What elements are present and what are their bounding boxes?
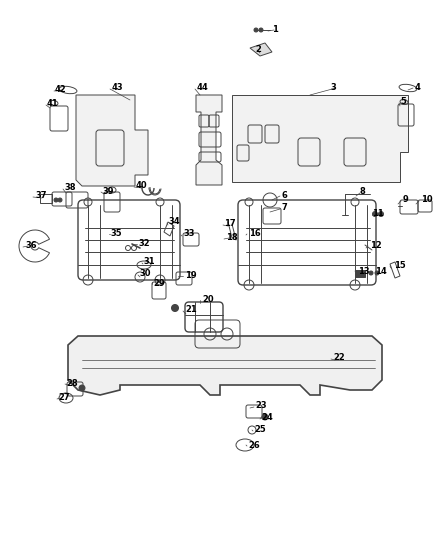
Text: 20: 20 — [202, 295, 214, 303]
Text: 10: 10 — [421, 196, 433, 205]
Polygon shape — [196, 95, 222, 185]
Text: 4: 4 — [415, 84, 421, 93]
Text: 44: 44 — [197, 84, 209, 93]
Polygon shape — [232, 95, 408, 182]
Text: 36: 36 — [25, 241, 37, 251]
Text: 38: 38 — [64, 183, 75, 192]
Text: 11: 11 — [372, 209, 384, 219]
Bar — [355, 270, 365, 277]
Text: 22: 22 — [333, 353, 345, 362]
Text: 28: 28 — [66, 378, 78, 387]
Circle shape — [262, 414, 268, 420]
Circle shape — [254, 28, 258, 32]
Text: 30: 30 — [139, 270, 151, 279]
Text: 6: 6 — [281, 190, 287, 199]
Polygon shape — [76, 95, 148, 186]
Circle shape — [369, 271, 373, 275]
Text: 9: 9 — [403, 196, 409, 205]
Circle shape — [79, 385, 85, 391]
Text: 1: 1 — [272, 26, 278, 35]
Circle shape — [172, 304, 179, 311]
Text: 3: 3 — [330, 84, 336, 93]
Circle shape — [375, 271, 379, 275]
Text: 16: 16 — [249, 229, 261, 238]
Text: 34: 34 — [168, 217, 180, 227]
Text: 23: 23 — [255, 401, 267, 410]
Text: 17: 17 — [224, 220, 236, 229]
Text: 2: 2 — [255, 45, 261, 54]
Text: 33: 33 — [183, 230, 194, 238]
Circle shape — [54, 198, 58, 202]
Text: 27: 27 — [58, 393, 70, 402]
Text: 29: 29 — [153, 279, 165, 287]
Text: 40: 40 — [136, 182, 148, 190]
Text: 18: 18 — [226, 233, 238, 243]
Text: 25: 25 — [254, 425, 266, 434]
Circle shape — [378, 212, 384, 216]
Text: 14: 14 — [375, 266, 387, 276]
Polygon shape — [68, 336, 382, 395]
Text: 26: 26 — [248, 440, 260, 449]
Text: 15: 15 — [394, 262, 406, 271]
Circle shape — [372, 212, 378, 216]
Text: 35: 35 — [110, 229, 122, 238]
Text: 21: 21 — [185, 305, 197, 314]
Text: 8: 8 — [360, 188, 366, 197]
Bar — [40, 194, 52, 203]
Text: 43: 43 — [112, 84, 124, 93]
Text: 12: 12 — [370, 240, 382, 249]
Text: 37: 37 — [35, 191, 46, 200]
Text: 5: 5 — [400, 98, 406, 107]
Text: 13: 13 — [358, 266, 370, 276]
Text: 7: 7 — [281, 204, 287, 213]
Text: 32: 32 — [138, 238, 150, 247]
Text: 31: 31 — [143, 257, 155, 266]
Polygon shape — [250, 43, 272, 56]
Circle shape — [259, 28, 263, 32]
Text: 41: 41 — [47, 100, 59, 109]
Text: 19: 19 — [185, 271, 197, 279]
Text: 42: 42 — [55, 85, 67, 94]
Text: 24: 24 — [261, 414, 273, 423]
Text: 39: 39 — [102, 187, 113, 196]
Circle shape — [58, 198, 62, 202]
